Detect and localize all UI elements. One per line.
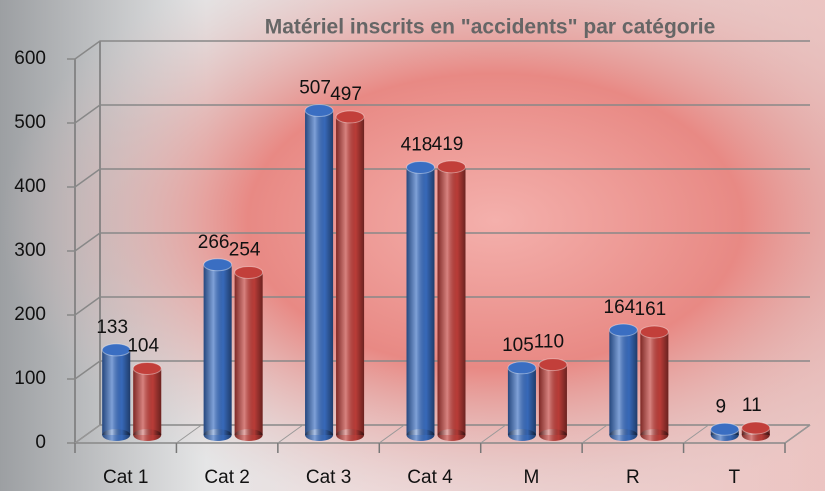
bar-base-shade — [305, 429, 333, 441]
bar-shade — [640, 332, 668, 435]
bar-top — [133, 362, 161, 374]
bar-top — [711, 423, 739, 435]
bar-base-shade — [204, 429, 232, 441]
bar-top — [438, 161, 466, 173]
bar-shade — [204, 265, 232, 435]
data-label: 9 — [715, 396, 726, 417]
data-label: 418 — [401, 134, 433, 155]
y-tick-label: 200 — [14, 304, 46, 325]
x-tick-label: Cat 4 — [407, 467, 453, 488]
bar-shade — [235, 272, 263, 435]
bar-base-shade — [133, 429, 161, 441]
bar-base-shade — [102, 429, 130, 441]
x-tick-label: Cat 2 — [204, 467, 249, 488]
bar-base-shade — [508, 429, 536, 441]
bar-shade — [609, 330, 637, 435]
bar-shade — [133, 368, 161, 435]
bar-base-shade — [609, 429, 637, 441]
bar-top — [407, 161, 435, 173]
data-label: 11 — [742, 395, 762, 416]
chart: Matériel inscrits en "accidents" par cat… — [0, 0, 825, 491]
bar-base-shade — [640, 429, 668, 441]
y-tick-label: 400 — [14, 176, 46, 197]
bar-base-shade — [336, 429, 364, 441]
bar-top — [305, 105, 333, 117]
bar-top — [204, 259, 232, 271]
bar — [133, 362, 161, 441]
data-label: 266 — [198, 232, 230, 253]
bar — [640, 326, 668, 441]
data-label: 110 — [534, 332, 564, 353]
bar-shade — [407, 167, 435, 435]
bar-shade — [539, 365, 567, 435]
bar-base-shade — [235, 429, 263, 441]
bar — [742, 422, 770, 441]
page: {"chart_data": {"type": "bar", "title": … — [0, 0, 825, 496]
bar-top — [539, 359, 567, 371]
bar-base-shade — [438, 429, 466, 441]
y-tick-label: 100 — [14, 368, 46, 389]
bar — [438, 161, 466, 441]
bar-top — [336, 111, 364, 123]
data-label: 507 — [299, 78, 331, 99]
y-tick-label: 0 — [35, 432, 46, 453]
bar — [235, 266, 263, 441]
y-tick-label: 300 — [14, 240, 46, 261]
bar-shade — [102, 350, 130, 435]
bar — [102, 344, 130, 441]
bar — [305, 105, 333, 441]
bar-shade — [508, 368, 536, 435]
data-label: 161 — [635, 299, 667, 320]
x-tick-label: Cat 3 — [306, 467, 351, 488]
x-tick-label: M — [524, 467, 540, 488]
data-label: 419 — [432, 134, 464, 155]
bar-base-shade — [407, 429, 435, 441]
bar-top — [742, 422, 770, 434]
data-label: 254 — [229, 239, 261, 260]
y-tick-label: 600 — [14, 48, 46, 69]
bar-top — [235, 266, 263, 278]
bar-top — [640, 326, 668, 338]
bar — [711, 423, 739, 441]
bar-top — [609, 324, 637, 336]
bar-top — [102, 344, 130, 356]
bar — [204, 259, 232, 441]
bar — [508, 362, 536, 441]
y-tick-label: 500 — [14, 112, 46, 133]
chart-title: Matériel inscrits en "accidents" par cat… — [265, 16, 716, 39]
x-tick-label: T — [728, 467, 740, 488]
bar — [407, 161, 435, 441]
data-label: 497 — [330, 84, 362, 105]
data-label: 133 — [96, 317, 128, 338]
bar-shade — [305, 111, 333, 435]
data-label: 164 — [604, 297, 636, 318]
bar — [609, 324, 637, 441]
bar-top — [508, 362, 536, 374]
bar-shade — [438, 167, 466, 435]
data-label: 105 — [502, 335, 534, 356]
bar-base-shade — [539, 429, 567, 441]
bar — [539, 359, 567, 441]
data-label: 104 — [127, 335, 159, 356]
x-tick-label: Cat 1 — [103, 467, 148, 488]
bar — [336, 111, 364, 441]
bar-shade — [336, 117, 364, 435]
x-tick-label: R — [626, 467, 640, 488]
